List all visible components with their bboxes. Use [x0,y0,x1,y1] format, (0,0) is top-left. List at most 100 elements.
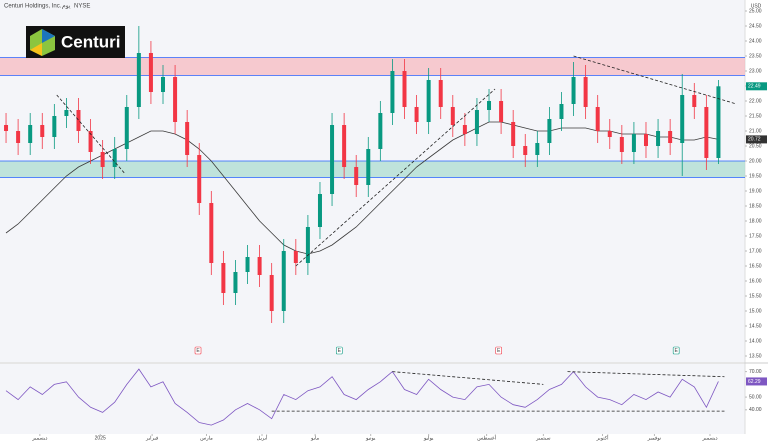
y-tick-label: 21.00 [749,128,762,134]
rsi-pane [0,364,745,434]
candle-body [16,131,21,143]
logo-icon [42,29,55,43]
candle-body [221,263,226,293]
candle-body [390,71,395,113]
x-tick-label: أبريل [257,433,268,441]
x-tick-label: ديسمبر [701,435,717,441]
y-tick-label: 14.00 [749,338,762,344]
interval: يوم [62,4,71,10]
ma-value-label: 20.72 [748,137,761,143]
candle-body [402,71,407,107]
event-label: E [497,348,501,354]
candle-body [619,137,624,152]
rsi-line [5,368,719,426]
candle-body [209,203,214,263]
candle-body [535,143,540,155]
candle-body [643,134,648,146]
logo: Centuri [26,26,125,58]
y-tick-label: 15.50 [749,293,762,299]
candle-body [281,251,286,311]
candle-body [462,125,467,134]
y-tick-label: 21.50 [749,113,762,119]
y-tick-label: 24.00 [749,38,762,44]
y-tick-label: 23.00 [749,68,762,74]
event-marker [335,346,343,355]
candle-body [317,194,322,227]
rsi-tick-label: 70.00 [749,369,762,375]
x-tick-label: فبراير [145,435,159,441]
x-tick-label: يوليو [423,435,434,441]
candle-body [595,107,600,131]
candle-body [668,131,673,143]
candle-body [136,53,141,107]
rsi-tick-label: 50.00 [749,394,762,400]
last-price-label: 22.49 [748,84,761,90]
x-tick-label: أكتوبر [596,433,610,441]
trendline [573,55,737,105]
candle-body [692,95,697,107]
candle-body [607,131,612,137]
candle-body [631,134,636,152]
currency: USD [751,3,762,9]
y-tick-label: 24.50 [749,23,762,29]
event-label: E [338,348,342,354]
y-tick-label: 20.50 [749,143,762,149]
candle-body [342,125,347,167]
event-label: E [196,348,200,354]
y-tick-label: 25.00 [749,8,762,14]
candle-body [161,77,166,92]
candle-body [112,149,117,167]
logo-icon [30,43,42,56]
y-tick-label: 14.50 [749,323,762,329]
y-tick-label: 19.50 [749,173,762,179]
candle-body [414,107,419,122]
candle-body [378,113,383,149]
candle-body [559,104,564,119]
event-marker [672,346,680,355]
candle-body [716,86,721,158]
candle-body [511,122,516,146]
symbol-title: Centuri Holdings, Inc. [4,4,62,10]
candle-body [547,119,552,143]
candle-body [474,110,479,134]
y-tick-label: 16.00 [749,278,762,284]
candle-body [76,110,81,131]
candle-body [148,53,153,92]
candle-body [571,77,576,104]
candle-body [583,77,588,107]
event-marker [194,346,202,355]
x-tick-label: ديسمبر [31,435,47,441]
candle-body [366,149,371,185]
candle-body [100,152,105,167]
candle-body [52,116,57,137]
x-tick-label: 2025 [95,435,106,441]
x-tick-label: نوفمبر [647,435,662,441]
candle-body [354,167,359,185]
ma-value [746,135,767,144]
trendline [392,371,544,385]
candle-body [704,107,709,158]
candle-body [680,95,685,143]
candle-body [426,80,431,122]
trendline [567,371,725,378]
candle-body [330,125,335,194]
candle-body [197,155,202,203]
candle-body [656,131,661,146]
y-tick-label: 15.00 [749,308,762,314]
exchange: NYSE [74,4,90,10]
trendline [56,94,125,174]
y-tick-label: 13.50 [749,353,762,359]
y-tick-label: 19.00 [749,188,762,194]
last-price [746,82,767,91]
candle-body [88,131,93,152]
y-tick-label: 18.50 [749,203,762,209]
candle-body [4,125,9,131]
candle-body [293,251,298,263]
candle-body [124,107,129,149]
candle-body [64,110,69,116]
candle-body [487,101,492,110]
zone [0,161,745,178]
logo-text: Centuri [61,32,121,51]
x-tick-label: أغسطس [477,433,497,441]
